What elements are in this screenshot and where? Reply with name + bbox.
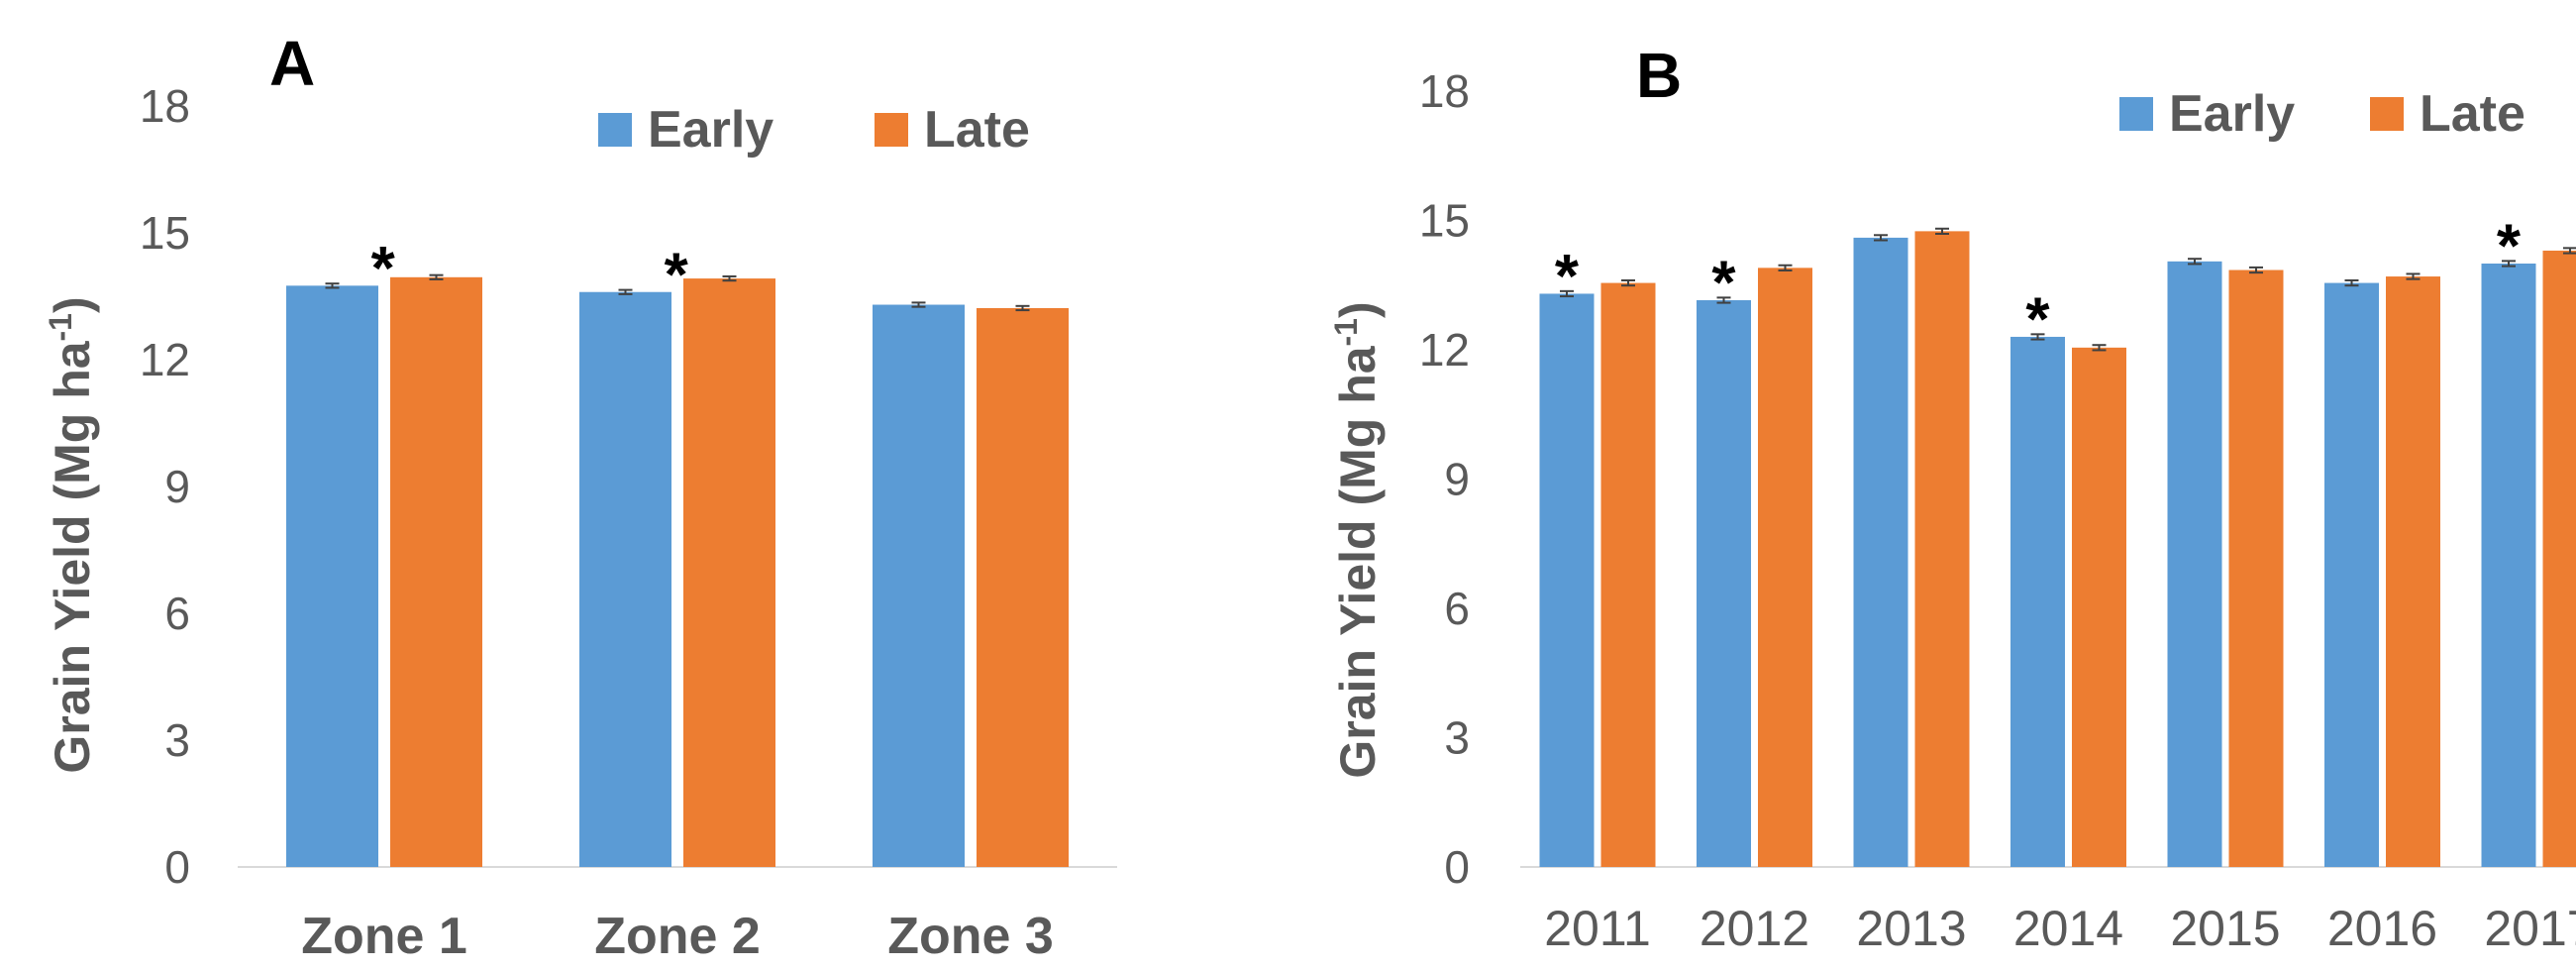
x-tick-label: Zone 2: [594, 908, 761, 965]
bar-early: [2324, 282, 2379, 867]
y-axis-label-b: Grain Yield (Mg ha-1): [1328, 301, 1386, 778]
significance-marker: *: [371, 235, 396, 303]
x-tick-label: 2014: [2013, 901, 2123, 956]
x-tick-label: 2017: [2484, 901, 2576, 956]
y-tick-label: 15: [140, 207, 190, 259]
bar-late: [977, 307, 1069, 867]
y-tick-label: 9: [164, 461, 190, 512]
significance-b: * * * *: [1555, 212, 2522, 354]
significance-marker: *: [2025, 285, 2050, 354]
legend-a: Early Late: [598, 101, 1030, 159]
x-tick-label: 2013: [1856, 901, 1966, 956]
legend-label-late-a: Late: [924, 101, 1030, 159]
x-tick-label: 2011: [1544, 901, 1651, 956]
panel-label-b: B: [1636, 40, 1682, 111]
bar-early: [1539, 293, 1595, 867]
panel-b: B Grain Yield (Mg ha-1) 0 3 6 9 12 15 18 * * ** …: [1328, 40, 2576, 956]
bar-late: [2228, 270, 2284, 867]
y-tick-label: 15: [1419, 195, 1470, 247]
y-tick-label: 6: [1444, 583, 1470, 634]
legend-b: Early Late: [2119, 85, 2525, 143]
y-tick-label: 12: [1419, 324, 1470, 376]
bar-late: [1600, 282, 1656, 867]
x-tick-label: Zone 1: [301, 908, 467, 965]
x-ticks-a: Zone 1 Zone 2 Zone 3: [301, 908, 1054, 965]
significance-a: * *: [371, 235, 689, 309]
y-ticks-a: 0 3 6 9 12 15 18: [140, 80, 190, 893]
significance-marker: *: [1711, 249, 1736, 317]
y-tick-label: 3: [164, 714, 190, 766]
y-tick-label: 0: [164, 841, 190, 893]
legend-label-early-b: Early: [2169, 85, 2295, 143]
bar-early: [1853, 237, 1908, 867]
bar-late: [2072, 347, 2126, 867]
bar-early: [2481, 264, 2536, 867]
legend-label-early-a: Early: [648, 101, 773, 159]
y-tick-label: 12: [140, 334, 190, 385]
y-tick-label: 18: [140, 80, 190, 132]
bar-early: [873, 304, 965, 867]
bar-early: [2167, 261, 2222, 867]
legend-label-late-b: Late: [2420, 85, 2525, 143]
x-tick-label: 2016: [2327, 901, 2437, 956]
y-tick-label: 6: [164, 588, 190, 639]
y-tick-label: 0: [1444, 841, 1470, 893]
bar-early: [2010, 336, 2065, 867]
y-axis-label-a: Grain Yield (Mg ha-1): [43, 296, 100, 773]
legend-swatch-late-b: [2370, 97, 2404, 131]
y-ticks-b: 0 3 6 9 12 15 18: [1419, 65, 1470, 893]
significance-marker: *: [665, 242, 689, 310]
y-tick-label: 18: [1419, 65, 1470, 117]
bar-late: [2386, 276, 2440, 867]
significance-marker: *: [2497, 212, 2522, 280]
legend-swatch-late-a: [875, 113, 908, 147]
bar-late: [390, 276, 482, 867]
panel-label-a: A: [269, 28, 315, 99]
bars-a: [286, 273, 1069, 868]
x-tick-label: 2012: [1700, 901, 1809, 956]
bars-b: [1539, 227, 2576, 868]
legend-swatch-early-a: [598, 113, 632, 147]
bar-early: [1697, 299, 1751, 868]
bar-late: [1914, 231, 1970, 867]
x-ticks-b: 2011 2012 2013 2014 2015 2016 2017: [1544, 901, 2576, 956]
legend-swatch-early-b: [2119, 97, 2153, 131]
bar-early: [286, 285, 378, 867]
y-tick-label: 3: [1444, 712, 1470, 764]
bar-late: [683, 278, 775, 868]
x-tick-label: 2015: [2170, 901, 2280, 956]
bar-early: [579, 291, 671, 867]
bar-late: [1758, 268, 1812, 868]
bar-late: [2542, 250, 2576, 867]
x-tick-label: Zone 3: [887, 908, 1054, 965]
y-tick-label: 9: [1444, 454, 1470, 505]
significance-marker: *: [1555, 243, 1580, 311]
